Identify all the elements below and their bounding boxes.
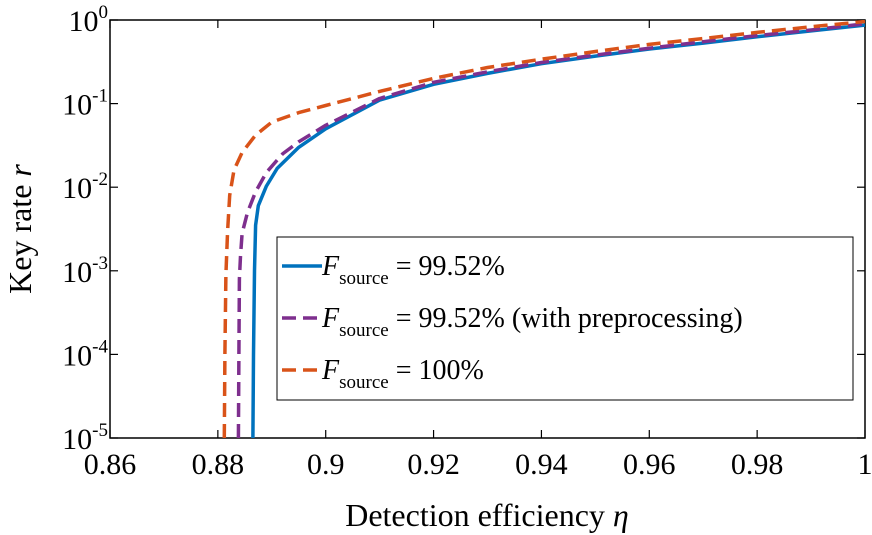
y-tick-label: 10-4 [62,336,108,372]
x-tick-label: 0.94 [515,448,568,481]
legend-label-3: Fsource = 100% [321,355,484,393]
x-tick-label: 0.92 [407,448,460,481]
x-tick-label: 1 [858,448,872,481]
y-tick-label: 10-3 [62,253,108,289]
x-tick-label: 0.9 [307,448,345,481]
legend-label-2: Fsource = 99.52% (with preprocessing) [321,303,743,341]
y-tick-label: 10-2 [62,169,108,205]
legend: Fsource = 99.52% Fsource = 99.52% (with p… [276,236,854,401]
series-line-2 [236,22,865,438]
x-tick-label: 0.86 [84,448,137,481]
x-tick-label: 0.96 [623,448,676,481]
x-tick-label: 0.88 [192,448,245,481]
legend-label-1: Fsource = 99.52% [321,251,505,289]
legend-box [276,236,854,401]
x-axis-title: Detection efficiency η [345,497,629,533]
x-tick-label: 0.98 [731,448,784,481]
series-line-3 [222,20,865,438]
y-tick-label: 10-5 [62,420,108,456]
y-axis-title: Key rate r [2,164,38,294]
y-tick-label: 10-1 [62,86,108,122]
y-tick-label: 100 [69,2,109,38]
